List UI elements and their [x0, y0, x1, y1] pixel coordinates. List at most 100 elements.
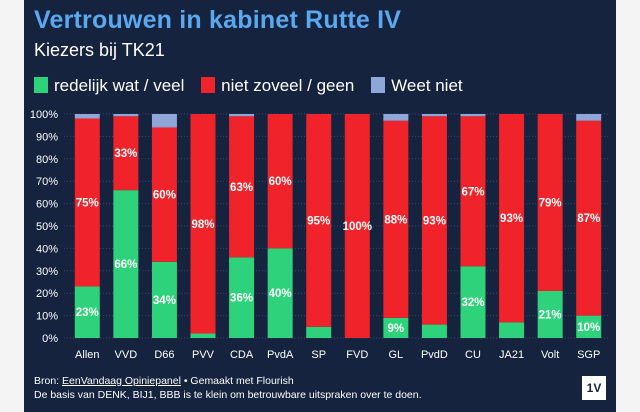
bar-segment	[460, 116, 486, 267]
bar-segment	[383, 317, 409, 338]
legend-item-unknown: Weet niet	[371, 76, 463, 96]
bar-data-label: 66%	[114, 259, 137, 271]
source-suffix: • Gemaakt met Flourish	[180, 375, 294, 387]
y-tick-label: 0%	[42, 333, 58, 345]
legend-label-unknown: Weet niet	[391, 76, 463, 95]
chart-card: Vertrouwen in kabinet Rutte IV Kiezers b…	[24, 0, 616, 412]
legend-item-disagree: niet zoveel / geen	[201, 76, 354, 96]
bar-segment	[113, 116, 139, 191]
bar-data-label: 63%	[230, 182, 253, 194]
x-tick-label: SP	[311, 349, 326, 361]
bar-segment	[229, 116, 255, 258]
bar-segment	[421, 116, 447, 325]
bar-data-label: 32%	[461, 297, 484, 309]
x-tick-label: VVD	[115, 349, 138, 361]
bar-data-label: 33%	[114, 148, 137, 160]
bar-segment	[460, 266, 486, 338]
bar-segment	[499, 322, 525, 338]
bar-segment	[151, 127, 177, 262]
chart-title: Vertrouwen in kabinet Rutte IV	[34, 6, 402, 34]
bar-segment	[229, 257, 255, 338]
x-tick-label: FVD	[346, 349, 368, 361]
bar-segment	[499, 114, 525, 323]
bar-segment	[576, 120, 602, 316]
bar-segment	[267, 248, 293, 338]
bar-data-label: 79%	[539, 197, 562, 209]
legend-swatch-unknown	[371, 77, 386, 93]
bar-segment	[190, 114, 216, 334]
x-tick-label: CU	[465, 349, 481, 361]
bar-segment	[74, 118, 100, 287]
eenvandaag-logo: 1V	[582, 376, 606, 400]
bar-data-label: 10%	[577, 322, 600, 334]
chart-footer: Bron: EenVandaag Opiniepanel • Gemaakt m…	[34, 374, 422, 402]
y-tick-label: 90%	[36, 131, 58, 143]
y-tick-label: 70%	[36, 176, 58, 188]
y-tick-label: 30%	[36, 266, 58, 278]
bar-data-label: 93%	[500, 213, 523, 225]
y-tick-label: 60%	[36, 199, 58, 211]
bar-data-label: 23%	[76, 307, 99, 319]
legend-item-agree: redelijk wat / veel	[34, 76, 184, 96]
bar-segment	[190, 333, 216, 338]
y-tick-label: 80%	[36, 154, 58, 166]
y-tick-label: 20%	[36, 288, 58, 300]
bar-data-label: 95%	[307, 215, 330, 227]
bar-segment	[113, 190, 139, 338]
x-tick-label: Allen	[75, 349, 99, 361]
chart-subtitle: Kiezers bij TK21	[34, 40, 165, 60]
bar-segment	[306, 114, 332, 327]
x-tick-label: GL	[389, 349, 404, 361]
bar-segment	[74, 114, 100, 119]
bar-data-label: 93%	[423, 215, 446, 227]
legend-swatch-disagree	[201, 77, 216, 93]
bar-data-label: 87%	[577, 213, 600, 225]
bar-segment	[151, 114, 177, 128]
footer-note: De basis van DENK, BIJ1, BBB is te klein…	[34, 389, 422, 401]
source-line: Bron: EenVandaag Opiniepanel • Gemaakt m…	[34, 374, 422, 388]
bar-segment	[306, 326, 332, 338]
bar-data-label: 36%	[230, 293, 253, 305]
legend-label-disagree: niet zoveel / geen	[221, 76, 355, 95]
y-tick-label: 40%	[36, 243, 58, 255]
x-tick-label: SGP	[577, 349, 600, 361]
bar-segment	[344, 114, 370, 338]
bar-data-label: 98%	[191, 219, 214, 231]
bar-segment	[421, 114, 447, 117]
y-tick-label: 10%	[36, 311, 58, 323]
x-tick-label: Volt	[541, 349, 559, 361]
bar-segment	[267, 114, 293, 249]
legend-label-agree: redelijk wat / veel	[54, 76, 185, 95]
bar-segment	[576, 114, 602, 121]
y-tick-label: 50%	[36, 221, 58, 233]
bar-segment	[576, 315, 602, 338]
legend-swatch-agree	[34, 77, 48, 93]
stacked-bar-chart: 0% 10% 20% 30% 40% 50% 60% 70% 80% 90% 100% 23% 75% A…	[30, 109, 608, 361]
bar-data-label: 100%	[343, 221, 372, 233]
bar-data-label: 34%	[153, 295, 176, 307]
x-tick-label: JA21	[499, 349, 524, 361]
bar-segment	[113, 114, 139, 117]
source-prefix: Bron:	[34, 375, 63, 387]
x-tick-label: PvdA	[267, 349, 294, 361]
bar-segment	[383, 120, 409, 318]
bar-segment	[421, 324, 447, 338]
x-tick-label: CDA	[230, 349, 254, 361]
bar-data-label: 40%	[269, 288, 292, 300]
x-tick-label: D66	[154, 349, 174, 361]
bar-data-label: 67%	[461, 186, 484, 198]
bar-data-label: 60%	[269, 176, 292, 188]
bar-segment	[383, 114, 409, 121]
source-link[interactable]: EenVandaag Opiniepanel	[62, 375, 181, 387]
y-tick-label: 100%	[30, 109, 58, 121]
bar-data-label: 9%	[388, 323, 405, 335]
bar-data-label: 60%	[153, 190, 176, 202]
chart-legend: redelijk wat / veel niet zoveel / geen W…	[34, 76, 475, 96]
bar-data-label: 88%	[384, 214, 407, 226]
bar-segment	[537, 290, 563, 338]
bar-data-label: 21%	[539, 309, 562, 321]
bar-segment	[460, 114, 486, 117]
bar-segment	[151, 261, 177, 338]
bar-segment	[74, 286, 100, 338]
bar-segment	[537, 114, 563, 291]
